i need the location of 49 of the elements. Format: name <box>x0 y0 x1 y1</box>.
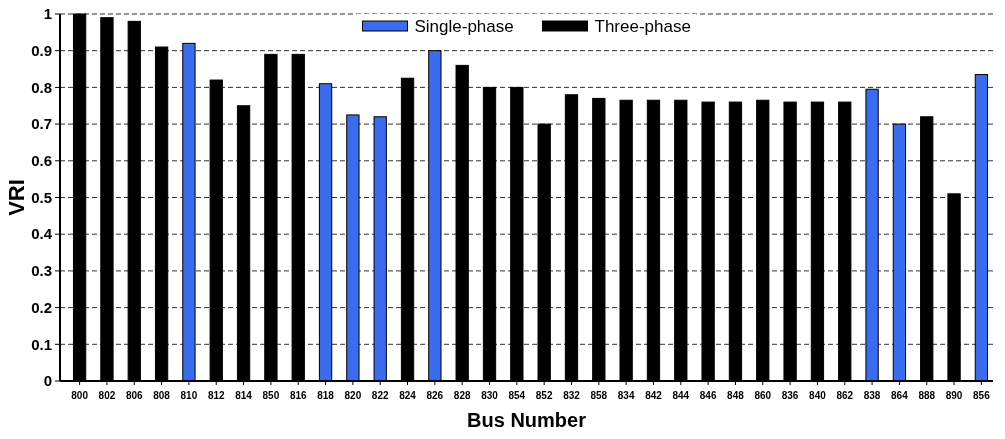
x-tick-label: 854 <box>508 390 526 401</box>
y-tick-label: 0.8 <box>31 78 52 96</box>
x-tick-label: 808 <box>153 390 171 401</box>
y-axis-title: VRI <box>4 179 29 216</box>
y-tick-label: 0.9 <box>31 41 52 59</box>
y-tick-label: 1 <box>43 5 52 23</box>
x-tick-label: 890 <box>945 390 963 401</box>
x-tick-label: 836 <box>781 390 799 401</box>
x-tick-label: 858 <box>590 390 608 401</box>
y-tick-label: 0.5 <box>31 188 52 206</box>
x-tick-label: 824 <box>399 390 417 401</box>
x-tick-label: 810 <box>180 390 198 401</box>
x-tick-label: 856 <box>973 390 991 401</box>
x-tick-label: 828 <box>453 390 471 401</box>
x-tick-label: 814 <box>235 390 253 401</box>
x-tick-label: 822 <box>371 390 389 401</box>
x-tick-label: 826 <box>426 390 444 401</box>
y-tick-label: 0.2 <box>31 298 52 316</box>
y-tick-label: 0.3 <box>31 262 52 280</box>
x-tick-label: 852 <box>535 390 553 401</box>
x-tick-label: 864 <box>891 390 909 401</box>
legend-label: Single-phase <box>414 16 514 36</box>
x-tick-label: 812 <box>207 390 226 401</box>
y-tick-label: 0.1 <box>31 335 52 353</box>
x-tick-label: 820 <box>344 390 362 401</box>
x-axis-title: Bus Number <box>467 409 587 431</box>
x-tick-label: 850 <box>262 390 280 401</box>
y-tick-label: 0.4 <box>31 225 53 243</box>
x-tick-label: 848 <box>727 390 745 401</box>
y-tick-label: 0.6 <box>31 152 52 170</box>
x-tick-label: 862 <box>836 390 854 401</box>
x-tick-label: 838 <box>863 390 881 401</box>
x-tick-label: 840 <box>809 390 827 401</box>
x-tick-label: 844 <box>672 390 690 401</box>
legend-label: Three-phase <box>594 16 691 36</box>
x-tick-label: 806 <box>125 390 144 401</box>
x-tick-label: 816 <box>289 390 307 401</box>
x-tick-label: 818 <box>317 390 335 401</box>
y-tick-label: 0 <box>43 372 52 390</box>
x-tick-label: 834 <box>617 390 635 401</box>
y-tick-label: 0.7 <box>31 115 52 133</box>
x-tick-label: 830 <box>481 390 499 401</box>
x-tick-label: 802 <box>98 390 116 401</box>
x-tick-label: 846 <box>699 390 717 401</box>
x-tick-label: 842 <box>645 390 663 401</box>
x-tick-label: 832 <box>563 390 581 401</box>
x-tick-label: 888 <box>918 390 936 401</box>
x-tick-label: 860 <box>754 390 772 401</box>
x-tick-label: 800 <box>71 390 89 401</box>
